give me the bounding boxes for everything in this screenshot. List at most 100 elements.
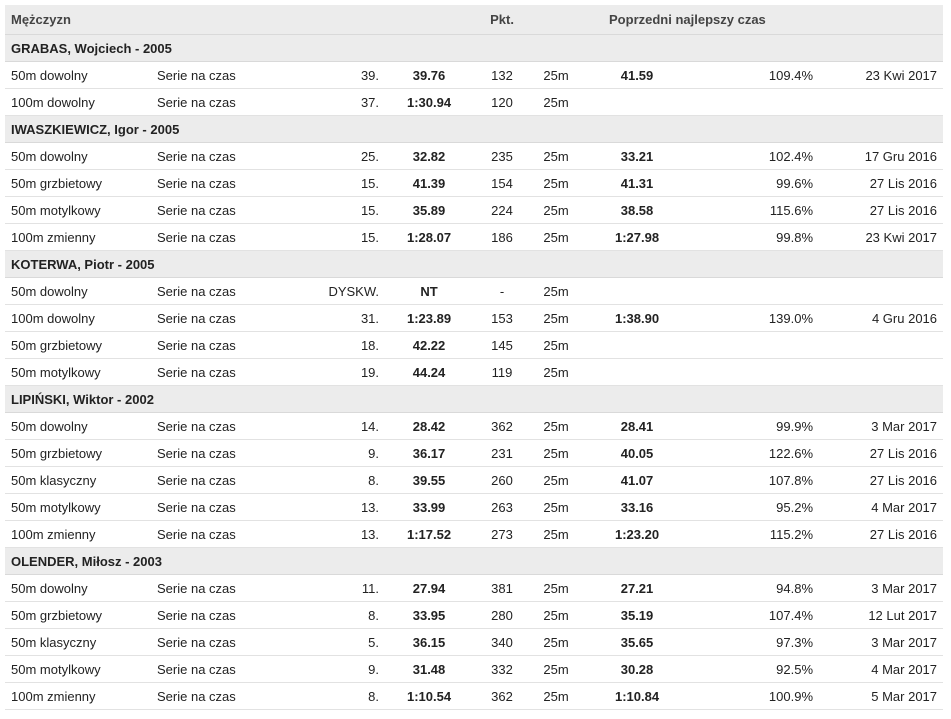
course-cell: 25m [525, 520, 588, 548]
percent-cell: 107.8% [687, 466, 814, 494]
course-cell: 25m [525, 466, 588, 494]
points-cell: 231 [479, 439, 526, 467]
header-category: Mężczyzn [5, 5, 380, 35]
swimmer-name: KOTERWA, Piotr - 2005 [5, 250, 944, 278]
time-cell: 32.82 [379, 142, 480, 170]
points-cell: 154 [479, 169, 526, 197]
percent-cell: 107.4% [687, 601, 814, 629]
time-cell: 1:10.54 [379, 682, 480, 710]
event-cell: 50m motylkowy [5, 493, 157, 521]
time-cell: 41.39 [379, 169, 480, 197]
previous-best-cell [587, 277, 688, 305]
event-cell: 50m dowolny [5, 142, 157, 170]
date-cell [813, 88, 944, 116]
percent-cell [687, 88, 814, 116]
place-cell: DYSKW. [307, 277, 380, 305]
place-cell: 8. [307, 466, 380, 494]
previous-best-cell [587, 331, 688, 359]
points-cell: 186 [479, 223, 526, 251]
event-cell: 50m motylkowy [5, 358, 157, 386]
table-row: 100m zmienny Serie na czas 8. 1:10.54 362 25m… [5, 682, 944, 710]
percent-cell: 94.8% [687, 574, 814, 602]
points-cell: 362 [479, 412, 526, 440]
course-cell: 25m [525, 682, 588, 710]
points-cell: 280 [479, 601, 526, 629]
round-cell: Serie na czas [157, 196, 307, 224]
previous-best-cell: 30.28 [587, 655, 688, 683]
swimmer-name: GRABAS, Wojciech - 2005 [5, 34, 944, 62]
previous-best-cell: 35.65 [587, 628, 688, 656]
date-cell: 27 Lis 2016 [813, 520, 944, 548]
date-cell: 12 Lut 2017 [813, 601, 944, 629]
table-header: Mężczyzn Pkt. Poprzedni najlepszy czas [5, 5, 944, 35]
swimmer-group-row: OLENDER, Miłosz - 2003 [5, 547, 944, 575]
table-row: 100m dowolny Serie na czas 37. 1:30.94 120 25… [5, 88, 944, 116]
swimmer-name: OLENDER, Miłosz - 2003 [5, 547, 944, 575]
swimmer-name: IWASZKIEWICZ, Igor - 2005 [5, 115, 944, 143]
place-cell: 15. [307, 169, 380, 197]
round-cell: Serie na czas [157, 628, 307, 656]
previous-best-cell [587, 358, 688, 386]
table-row: 50m motylkowy Serie na czas 15. 35.89 224 25m… [5, 196, 944, 224]
date-cell: 3 Mar 2017 [813, 628, 944, 656]
course-cell: 25m [525, 628, 588, 656]
table-row: 50m grzbietowy Serie na czas 18. 42.22 145 25… [5, 331, 944, 359]
points-cell: 224 [479, 196, 526, 224]
table-row: 50m motylkowy Serie na czas 13. 33.99 263 25m… [5, 493, 944, 521]
course-cell: 25m [525, 169, 588, 197]
percent-cell: 115.6% [687, 196, 814, 224]
round-cell: Serie na czas [157, 493, 307, 521]
points-cell: 273 [479, 520, 526, 548]
percent-cell: 122.6% [687, 439, 814, 467]
place-cell: 37. [307, 88, 380, 116]
previous-best-cell: 28.41 [587, 412, 688, 440]
round-cell: Serie na czas [157, 439, 307, 467]
previous-best-cell: 38.58 [587, 196, 688, 224]
time-cell: 1:23.89 [379, 304, 480, 332]
round-cell: Serie na czas [157, 682, 307, 710]
percent-cell: 100.9% [687, 682, 814, 710]
round-cell: Serie na czas [157, 574, 307, 602]
table-row: 50m dowolny Serie na czas 14. 28.42 362 25m 28… [5, 412, 944, 440]
table-row: 50m motylkowy Serie na czas 19. 44.24 119 25m [5, 358, 944, 386]
date-cell: 3 Mar 2017 [813, 412, 944, 440]
date-cell: 27 Lis 2016 [813, 169, 944, 197]
event-cell: 100m dowolny [5, 88, 157, 116]
place-cell: 9. [307, 439, 380, 467]
table-row: 50m grzbietowy Serie na czas 15. 41.39 154 25… [5, 169, 944, 197]
percent-cell: 115.2% [687, 520, 814, 548]
time-cell: 33.95 [379, 601, 480, 629]
header-previous-best: Poprzedni najlepszy czas [587, 5, 944, 35]
time-cell: 1:28.07 [379, 223, 480, 251]
event-cell: 50m dowolny [5, 277, 157, 305]
place-cell: 14. [307, 412, 380, 440]
round-cell: Serie na czas [157, 169, 307, 197]
course-cell: 25m [525, 493, 588, 521]
time-cell: 1:17.52 [379, 520, 480, 548]
table-row: 50m dowolny Serie na czas DYSKW. NT -25m [5, 277, 944, 305]
round-cell: Serie na czas [157, 412, 307, 440]
points-cell: 145 [479, 331, 526, 359]
event-cell: 100m dowolny [5, 304, 157, 332]
time-cell: 42.22 [379, 331, 480, 359]
place-cell: 18. [307, 331, 380, 359]
round-cell: Serie na czas [157, 520, 307, 548]
previous-best-cell: 1:10.84 [587, 682, 688, 710]
previous-best-cell: 1:38.90 [587, 304, 688, 332]
place-cell: 25. [307, 142, 380, 170]
date-cell: 23 Kwi 2017 [813, 61, 944, 89]
course-cell: 25m [525, 412, 588, 440]
date-cell: 27 Lis 2016 [813, 466, 944, 494]
percent-cell [687, 331, 814, 359]
points-cell: 362 [479, 682, 526, 710]
date-cell: 4 Gru 2016 [813, 304, 944, 332]
time-cell: NT [379, 277, 480, 305]
previous-best-cell: 1:23.20 [587, 520, 688, 548]
date-cell: 27 Lis 2016 [813, 196, 944, 224]
time-cell: 28.42 [379, 412, 480, 440]
swimmer-name: LIPIŃSKI, Wiktor - 2002 [5, 385, 944, 413]
date-cell: 4 Mar 2017 [813, 655, 944, 683]
swimmer-group-row: LIPIŃSKI, Wiktor - 2002 [5, 385, 944, 413]
course-cell: 25m [525, 304, 588, 332]
points-cell: 132 [479, 61, 526, 89]
